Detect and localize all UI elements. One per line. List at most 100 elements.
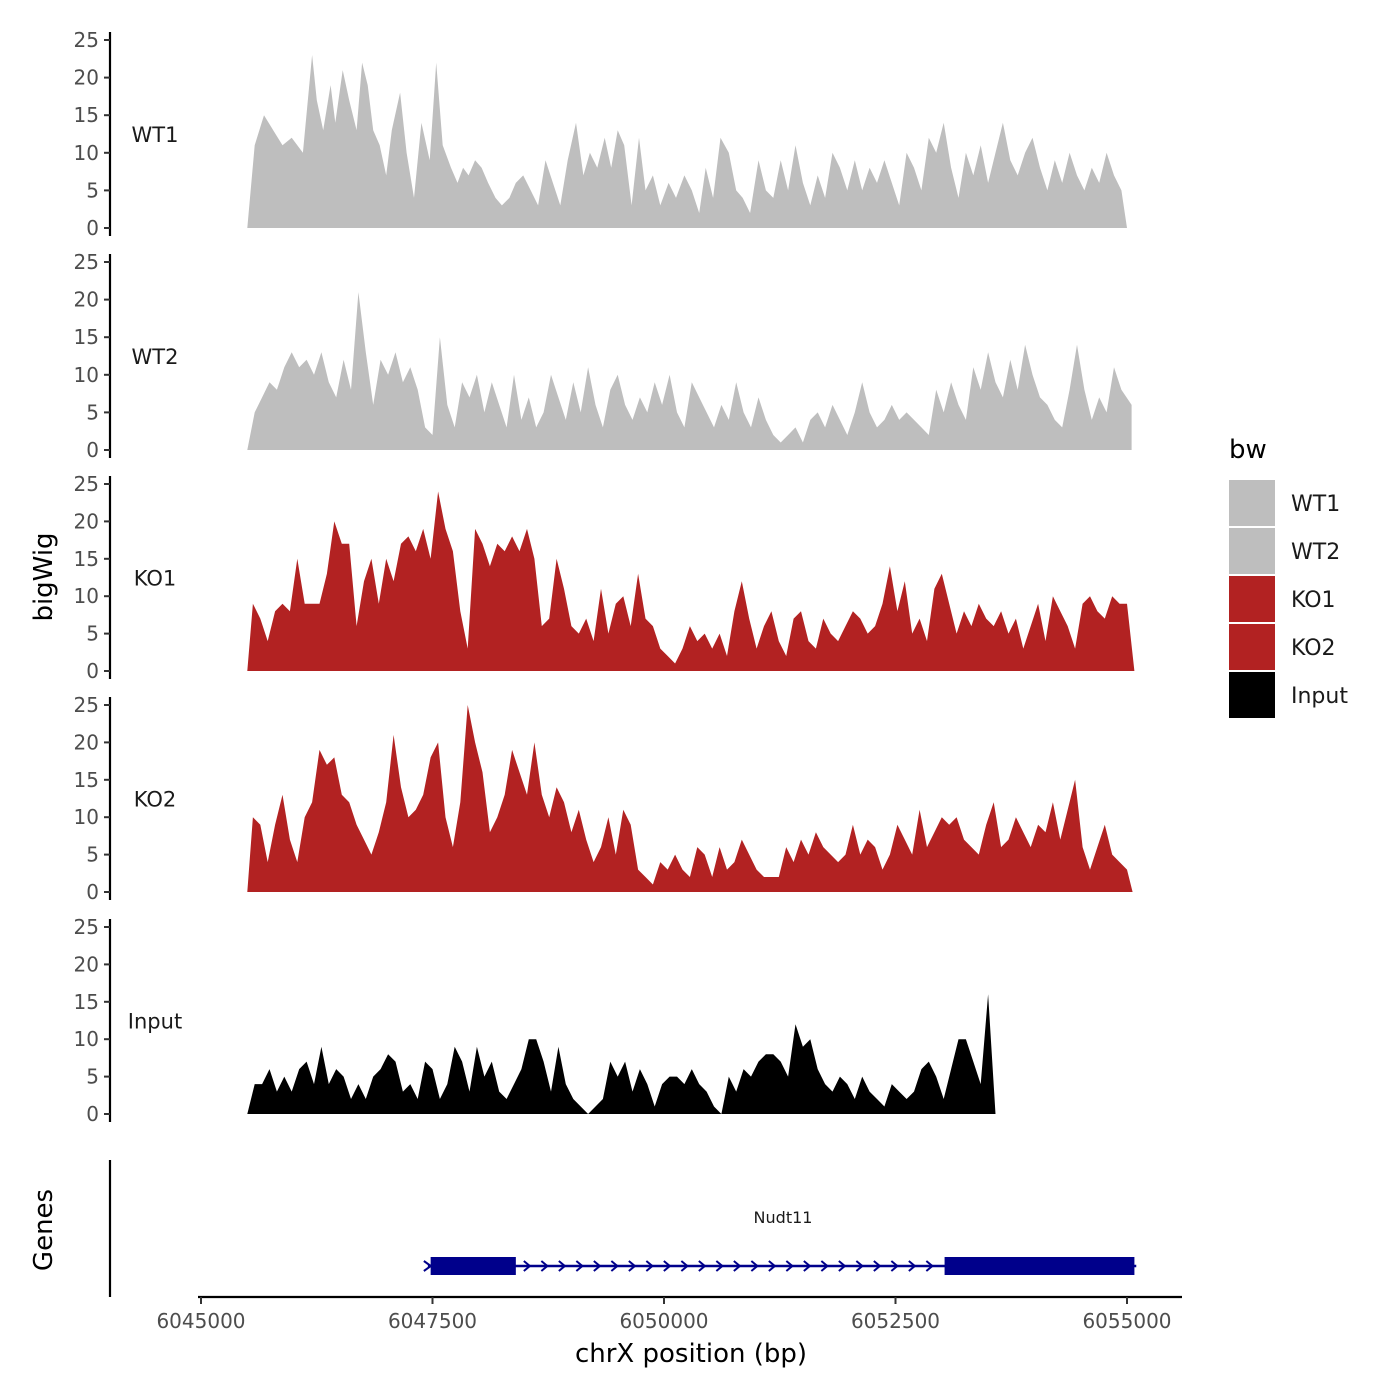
y-tick-label: 15 [74,768,99,792]
y-axis-title-genes: Genes [29,1189,59,1271]
y-tick-label: 10 [74,584,99,608]
track-label-wt1: WT1 [132,123,179,147]
legend-title: bw [1229,435,1267,465]
y-tick-label: 15 [74,547,99,571]
legend-item-wt1: WT1 [1229,480,1340,526]
legend-label: Input [1291,684,1348,709]
y-tick-label: 20 [74,66,99,90]
signal-area-input [247,994,996,1114]
track-label-ko1: KO1 [134,567,177,591]
y-tick-label: 10 [74,805,99,829]
legend-item-input: Input [1229,672,1348,718]
legend-label: KO1 [1291,588,1336,613]
track-label-ko2: KO2 [134,788,177,812]
strand-arrow [645,1260,654,1272]
legend-swatch [1229,576,1275,622]
strand-arrow [558,1260,567,1272]
strand-arrow [750,1260,759,1272]
strand-arrow [873,1260,882,1272]
x-tick-label: 6055000 [1082,1309,1171,1333]
track-input: 0 5 10 15 20 25 Input [74,915,996,1126]
signal-area-ko2 [247,705,1133,892]
x-tick-label: 6052500 [851,1309,940,1333]
exon-2 [944,1257,1135,1275]
y-tick-label: 25 [74,915,99,939]
y-tick-label: 25 [74,472,99,496]
legend-label: KO2 [1291,636,1336,661]
gene-name-label: Nudt11 [754,1208,813,1227]
strand-arrow [733,1260,742,1272]
strand-arrow [610,1260,619,1272]
x-tick-label: 6050000 [619,1309,708,1333]
y-tick-label: 0 [86,880,99,904]
signal-area-ko1 [247,491,1135,671]
strand-arrow [908,1260,917,1272]
legend-swatch [1229,480,1275,526]
track-ko1: 0 5 10 15 20 25 KO1 [74,472,1135,683]
legend-item-wt2: WT2 [1229,528,1340,574]
x-axis-title: chrX position (bp) [575,1339,807,1369]
y-tick-label: 25 [74,693,99,717]
signal-area-wt2 [247,292,1132,450]
legend-item-ko2: KO2 [1229,624,1336,670]
y-tick-label: 0 [86,1102,99,1126]
strand-arrow [663,1260,672,1272]
y-tick-label: 5 [86,843,99,867]
exon-1 [430,1257,516,1275]
strand-arrow [820,1260,829,1272]
legend-label: WT1 [1291,492,1340,517]
strand-arrow [768,1260,777,1272]
strand-arrow [523,1260,532,1272]
strand-arrow [838,1260,847,1272]
y-tick-label: 10 [74,1027,99,1051]
strand-arrow [890,1260,899,1272]
strand-arrow [680,1260,689,1272]
y-tick-label: 5 [86,1065,99,1089]
y-tick-label: 5 [86,622,99,646]
strand-arrow [593,1260,602,1272]
y-axis-title-bigwig: bigWig [29,532,59,621]
y-tick-label: 20 [74,509,99,533]
y-tick-label: 20 [74,730,99,754]
strand-arrow [785,1260,794,1272]
bigwig-tracks: 0510152025WT10510152025WT20510152025KO10… [74,28,1135,1126]
strand-arrow [698,1260,707,1272]
track-ko2: 0 5 10 15 20 25 KO2 [74,693,1133,904]
y-tick-label: 15 [74,990,99,1014]
track-label-wt2: WT2 [132,345,179,369]
signal-area-wt1 [247,55,1128,228]
y-tick-label: 15 [74,325,99,349]
y-tick-label: 25 [74,250,99,274]
legend-item-ko1: KO1 [1229,576,1336,622]
legend-swatch [1229,672,1275,718]
strand-arrow [575,1260,584,1272]
x-tick-label: 6045000 [156,1309,245,1333]
y-tick-label: 0 [86,659,99,683]
strand-arrow [628,1260,637,1272]
strand-arrow [803,1260,812,1272]
gene-start-marker [423,1260,433,1272]
y-tick-label: 15 [74,103,99,127]
strand-arrow [715,1260,724,1272]
track-wt2: 0 5 10 15 20 25 WT2 [74,250,1132,462]
legend-swatch [1229,624,1275,670]
y-tick-label: 0 [86,438,99,462]
y-tick-label: 20 [74,952,99,976]
strand-arrow [855,1260,864,1272]
y-tick-label: 10 [74,363,99,387]
y-tick-label: 5 [86,400,99,424]
legend-label: WT2 [1291,540,1340,565]
gene-track: Nudt11 [108,1160,1137,1297]
strand-arrow [925,1260,934,1272]
strand-arrow [540,1260,549,1272]
y-tick-label: 25 [74,28,99,52]
y-tick-label: 0 [86,216,99,240]
y-tick-label: 20 [74,288,99,312]
legend-swatch [1229,528,1275,574]
y-tick-label: 5 [86,178,99,202]
track-label-input: Input [128,1010,182,1034]
x-tick-label: 6047500 [388,1309,477,1333]
y-tick-label: 10 [74,141,99,165]
x-axis: 6045000 6047500 6050000 6052500 6055000 [156,1295,1182,1333]
